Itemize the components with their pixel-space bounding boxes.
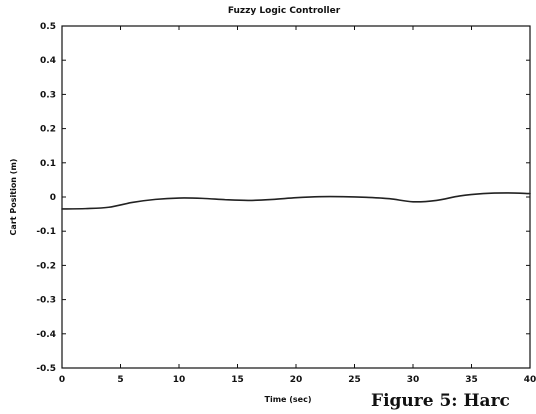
y-tick-label: 0.1 bbox=[40, 159, 56, 169]
y-tick-label: -0.2 bbox=[36, 261, 56, 271]
x-tick-label: 25 bbox=[348, 375, 361, 385]
figure-caption: Figure 5: Harc bbox=[371, 391, 510, 411]
cart-position-series-line bbox=[61, 192, 531, 210]
y-tick-label: 0.3 bbox=[40, 90, 56, 100]
x-tick-label: 20 bbox=[290, 375, 303, 385]
y-tick-label: -0.5 bbox=[36, 364, 56, 374]
chart-title: Fuzzy Logic Controller bbox=[228, 6, 341, 16]
y-tick-label: -0.4 bbox=[36, 330, 56, 340]
x-tick-label: 40 bbox=[524, 375, 536, 385]
x-tick-label: 35 bbox=[465, 375, 478, 385]
x-tick-label: 0 bbox=[59, 375, 65, 385]
y-tick-label: 0.4 bbox=[40, 56, 56, 66]
x-axis-label: Time (sec) bbox=[265, 395, 312, 404]
y-tick-label: 0.5 bbox=[40, 22, 56, 32]
y-tick-label: -0.1 bbox=[36, 227, 56, 237]
x-tick-label: 10 bbox=[173, 375, 186, 385]
x-tick-label: 15 bbox=[231, 375, 244, 385]
x-tick-label: 5 bbox=[117, 375, 123, 385]
y-tick-label: -0.3 bbox=[36, 296, 56, 306]
y-axis-label: Cart Position (m) bbox=[9, 159, 18, 236]
x-tick-label: 30 bbox=[407, 375, 420, 385]
y-tick-label: 0 bbox=[50, 193, 56, 203]
y-tick-label: 0.2 bbox=[40, 125, 56, 135]
